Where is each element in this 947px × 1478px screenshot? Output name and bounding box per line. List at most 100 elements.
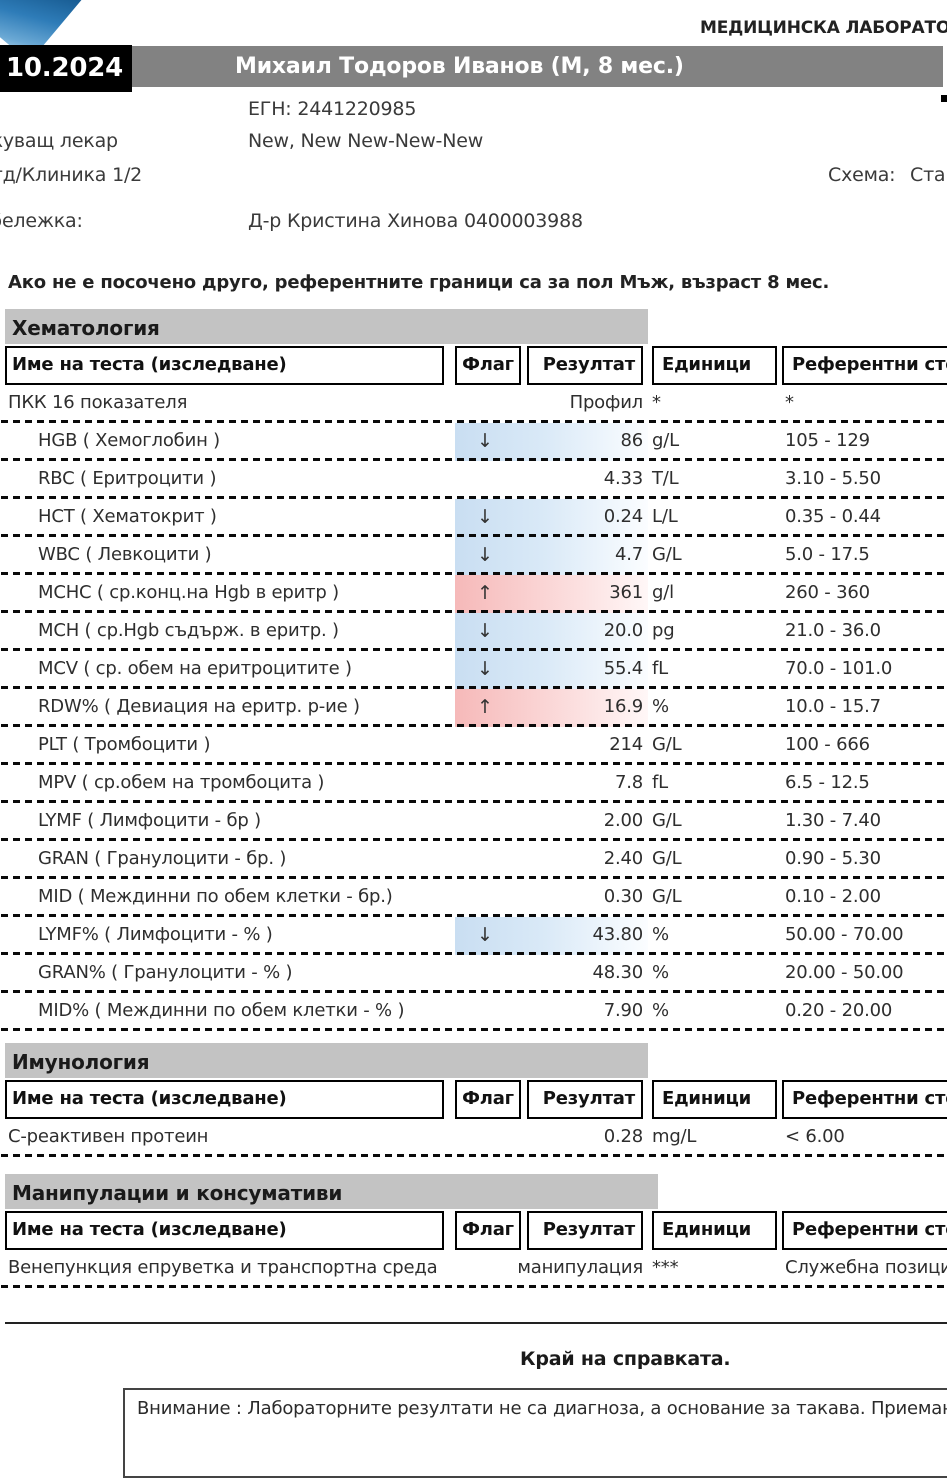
- flag-highlight-band: [455, 499, 648, 537]
- test-result: 0.24: [603, 506, 643, 527]
- table-header-row: Име на теста (изследване) Флаг Резултат …: [0, 346, 947, 385]
- test-reference: 0.35 - 0.44: [785, 506, 881, 527]
- column-header-flag: Флаг: [455, 1080, 521, 1119]
- report-date-bar: 10.2024: [0, 45, 132, 92]
- test-result: 2.00: [603, 810, 643, 831]
- test-reference: Служебна позиция: [785, 1257, 947, 1278]
- test-reference: 20.00 - 50.00: [785, 962, 904, 983]
- test-name: WBC ( Левкоцити ): [38, 544, 212, 565]
- flag-arrow-icon: ↑: [477, 582, 493, 604]
- section-manipulations: Манипулации и консумативи Име на теста (…: [0, 1174, 947, 1294]
- flag-arrow-icon: ↓: [477, 924, 493, 946]
- test-units: fL: [652, 772, 668, 793]
- table-row: RBC ( Еритроцити ) 4.33 T/L 3.10 - 5.50: [1, 461, 947, 499]
- section-hematology: Хематология Име на теста (изследване) Фл…: [0, 309, 947, 1039]
- column-header-test-name: Име на теста (изследване): [5, 1080, 444, 1119]
- test-name: HGB ( Хемоглобин ): [38, 430, 220, 451]
- test-reference: 1.30 - 7.40: [785, 810, 881, 831]
- test-reference: 0.20 - 20.00: [785, 1000, 893, 1021]
- flag-arrow-icon: ↓: [477, 506, 493, 528]
- test-units: G/L: [652, 886, 682, 907]
- table-row: С-реактивен протеин 0.28 mg/L < 6.00: [1, 1119, 947, 1157]
- row-separator: [1, 1028, 947, 1031]
- result-rows: С-реактивен протеин 0.28 mg/L < 6.00: [1, 1119, 947, 1157]
- test-reference: 105 - 129: [785, 430, 870, 451]
- flag-highlight-band: [455, 689, 648, 727]
- section-title-bar: Имунология: [5, 1043, 648, 1078]
- test-name: PLT ( Тромбоцити ): [38, 734, 211, 755]
- row-separator: [1, 420, 947, 423]
- note-value: Д-р Кристина Хинова 0400003988: [248, 210, 583, 232]
- table-row: MCV ( ср. обем на еритроцитите ) ↓ 55.4 …: [1, 651, 947, 689]
- test-name: GRAN ( Гранулоцити - бр. ): [38, 848, 287, 869]
- section-immunology: Имунология Име на теста (изследване) Фла…: [0, 1043, 947, 1163]
- flag-highlight-band: [455, 423, 648, 461]
- test-name: GRAN% ( Гранулоцити - % ): [38, 962, 293, 983]
- flag-highlight-band: [455, 537, 648, 575]
- test-reference: 100 - 666: [785, 734, 870, 755]
- test-units: fL: [652, 658, 668, 679]
- test-units: G/L: [652, 848, 682, 869]
- table-header-row: Име на теста (изследване) Флаг Резултат …: [0, 1080, 947, 1119]
- footer-divider: [5, 1322, 947, 1324]
- row-separator: [1, 838, 947, 841]
- test-reference: 5.0 - 17.5: [785, 544, 870, 565]
- column-header-reference: Референтни стойности: [782, 1080, 947, 1119]
- scheme-label: Схема:: [828, 164, 896, 186]
- test-units: g/L: [652, 430, 679, 451]
- flag-arrow-icon: ↓: [477, 658, 493, 680]
- row-separator: [1, 762, 947, 765]
- row-separator: [1, 610, 947, 613]
- doctor-value: New, New New-New-New: [248, 130, 484, 152]
- lab-title: МЕДИЦИНСКА ЛАБОРАТОРИЯ: [700, 18, 947, 38]
- test-result: 7.8: [614, 772, 643, 793]
- flag-arrow-icon: ↓: [477, 544, 493, 566]
- test-reference: < 6.00: [785, 1126, 845, 1147]
- table-row: HCT ( Хематокрит ) ↓ 0.24 L/L 0.35 - 0.4…: [1, 499, 947, 537]
- flag-arrow-icon: ↓: [477, 620, 493, 642]
- test-result: 4.33: [603, 468, 643, 489]
- row-separator: [1, 458, 947, 461]
- table-row: MCH ( ср.Hgb съдърж. в еритр. ) ↓ 20.0 p…: [1, 613, 947, 651]
- test-units: T/L: [652, 468, 679, 489]
- test-name: RDW% ( Девиация на еритр. р-ие ): [38, 696, 360, 717]
- warning-box: Внимание : Лабораторните резултати не са…: [123, 1388, 947, 1478]
- section-title-bar: Хематология: [5, 309, 648, 344]
- patient-name: Михаил Тодоров Иванов (М, 8 мес.): [235, 54, 684, 79]
- test-units: G/L: [652, 734, 682, 755]
- row-separator: [1, 724, 947, 727]
- row-separator: [1, 572, 947, 575]
- table-row: MID ( Междинни по обем клетки - бр.) 0.3…: [1, 879, 947, 917]
- test-name: LYMF ( Лимфоцити - бр ): [38, 810, 261, 831]
- test-name: HCT ( Хематокрит ): [38, 506, 217, 527]
- test-result: 16.9: [603, 696, 643, 717]
- flag-arrow-icon: ↑: [477, 696, 493, 718]
- column-header-units: Единици: [652, 1080, 777, 1119]
- test-name: MCHC ( ср.конц.на Hgb в еритр ): [38, 582, 339, 603]
- table-row: LYMF ( Лимфоцити - бр ) 2.00 G/L 1.30 - …: [1, 803, 947, 841]
- test-units: %: [652, 962, 669, 983]
- test-name: MPV ( ср.обем на тромбоцита ): [38, 772, 325, 793]
- row-separator: [1, 914, 947, 917]
- test-reference: 70.0 - 101.0: [785, 658, 893, 679]
- table-row: ПКК 16 показателя Профил * *: [1, 385, 947, 423]
- note-label: Забележка:: [0, 210, 83, 232]
- row-separator: [1, 686, 947, 689]
- table-row: MPV ( ср.обем на тромбоцита ) 7.8 fL 6.5…: [1, 765, 947, 803]
- test-reference: 260 - 360: [785, 582, 870, 603]
- clipped-line-stub: [941, 95, 947, 102]
- clinic-label: Отд/Клиника 1/2: [0, 164, 143, 186]
- table-row: MCHC ( ср.конц.на Hgb в еритр ) ↑ 361 g/…: [1, 575, 947, 613]
- flag-highlight-band: [455, 651, 648, 689]
- test-units: %: [652, 1000, 669, 1021]
- row-separator: [1, 990, 947, 993]
- column-header-result: Резултат: [527, 1211, 643, 1250]
- test-result: 2.40: [603, 848, 643, 869]
- result-rows: Венепункция епруветка и транспортна сред…: [1, 1250, 947, 1288]
- column-header-reference: Референтни стойности: [782, 346, 947, 385]
- row-separator: [1, 534, 947, 537]
- section-title-bar: Манипулации и консумативи: [5, 1174, 658, 1209]
- test-result: 86: [620, 430, 643, 451]
- table-row: PLT ( Тромбоцити ) 214 G/L 100 - 666: [1, 727, 947, 765]
- test-units: %: [652, 924, 669, 945]
